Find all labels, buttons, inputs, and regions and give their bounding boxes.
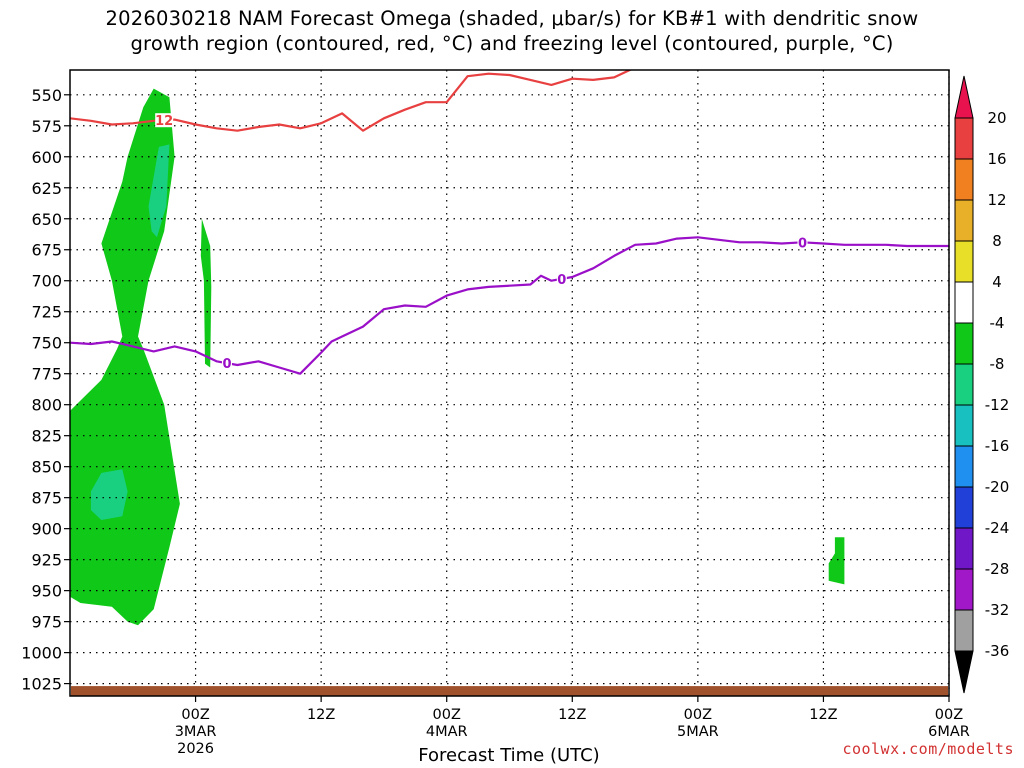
chart-title: 2026030218 NAM Forecast Omega (shaded, μ… (105, 7, 919, 55)
x-tick-date: 5MAR (677, 724, 719, 740)
x-tick-year: 2026 (177, 741, 214, 757)
y-tick-label: 750 (31, 334, 62, 353)
y-tick-label: 575 (31, 117, 62, 136)
y-tick-label: 850 (31, 458, 62, 477)
terrain-band (71, 686, 948, 696)
y-tick-label: 1025 (21, 675, 62, 694)
contour-label: 0 (222, 357, 231, 372)
colorbar-segment (954, 199, 974, 242)
colorbar-segment (954, 240, 974, 283)
x-tick-label: 00Z (684, 707, 712, 723)
y-axis: 550 575 600 625 650 675 700 725 750 775 800 825 850 8… (21, 86, 70, 694)
colorbar-segment (954, 568, 974, 611)
colorbar-segment (954, 527, 974, 570)
y-tick-label: 675 (31, 241, 62, 260)
omega-region (148, 144, 170, 238)
colorbar-segment (954, 609, 974, 652)
colorbar-segment (954, 404, 974, 447)
contour-label-bg (556, 271, 567, 286)
colorbar-segment (954, 363, 974, 406)
x-tick-date: 4MAR (426, 724, 468, 740)
contour-label-bg (797, 235, 808, 250)
colorbar-label: -20 (985, 478, 1010, 496)
colorbar-segment (954, 281, 974, 324)
x-tick-date: 6MAR (928, 724, 970, 740)
y-tick-label: 925 (31, 551, 62, 570)
colorbar-segment (954, 445, 974, 488)
contour-label: 0 (557, 273, 566, 288)
omega-region (200, 218, 212, 368)
colorbar-label: -4 (990, 314, 1005, 332)
plot-frame (69, 69, 950, 697)
colorbar-label: 4 (992, 273, 1002, 291)
y-tick-label: 775 (31, 365, 62, 384)
colorbar-label: -36 (985, 642, 1010, 660)
colorbar-segment (954, 486, 974, 529)
colorbar-label: -32 (985, 601, 1010, 619)
colorbar-segment (954, 117, 974, 160)
y-tick-label: 950 (31, 582, 62, 601)
y-tick-label: 900 (31, 520, 62, 539)
x-tick-label: 00Z (935, 707, 963, 723)
colorbar-segment (954, 650, 974, 694)
x-tick-label: 00Z (181, 707, 209, 723)
y-tick-label: 1000 (21, 644, 62, 663)
colorbar-segment (954, 158, 974, 201)
colorbar-label: 20 (987, 109, 1006, 127)
x-tick-date: 3MAR (175, 724, 217, 740)
y-tick-label: 700 (31, 272, 62, 291)
y-tick-label: 725 (31, 303, 62, 322)
colorbar-segment (954, 75, 974, 119)
y-tick-label: 550 (31, 86, 62, 105)
colorbar-label: -24 (985, 519, 1010, 537)
contour-label: 12 (155, 114, 173, 129)
x-tick-label: 00Z (433, 707, 461, 723)
contour-label-bg (221, 356, 232, 371)
x-tick-label: 12Z (307, 707, 335, 723)
colorbar-label: -12 (985, 396, 1010, 414)
y-tick-label: 975 (31, 613, 62, 632)
omega-region (828, 537, 845, 585)
y-tick-label: 800 (31, 396, 62, 415)
source-credit: coolwx.com/modelts (842, 740, 1014, 758)
y-tick-label: 625 (31, 179, 62, 198)
colorbar-segment (954, 322, 974, 365)
colorbar-label: 8 (992, 232, 1002, 250)
omega-region (90, 469, 128, 520)
contour-label: 0 (798, 236, 807, 251)
y-tick-label: 825 (31, 427, 62, 446)
colorbar-label: 12 (987, 191, 1006, 209)
x-tick-label: 12Z (809, 707, 837, 723)
contour-label-bg (155, 113, 174, 128)
x-tick-label: 12Z (558, 707, 586, 723)
y-tick-label: 650 (31, 210, 62, 229)
y-tick-label: 875 (31, 489, 62, 508)
colorbar-legend: 20 16 12 8 4 -4 -8 -12 -16 -20 -24 -28 -32 -36 (954, 75, 1010, 694)
omega-shading (70, 88, 845, 626)
x-axis-label: Forecast Time (UTC) (418, 745, 600, 766)
colorbar-label: -8 (990, 355, 1005, 373)
terrain-surface (71, 686, 948, 696)
contour-lines: 0 0 0 12 (70, 70, 949, 375)
colorbar-label: -28 (985, 560, 1010, 578)
colorbar-label: -16 (985, 437, 1010, 455)
y-tick-label: 600 (31, 148, 62, 167)
grid-lines (70, 70, 950, 696)
colorbar-label: 16 (987, 150, 1006, 168)
